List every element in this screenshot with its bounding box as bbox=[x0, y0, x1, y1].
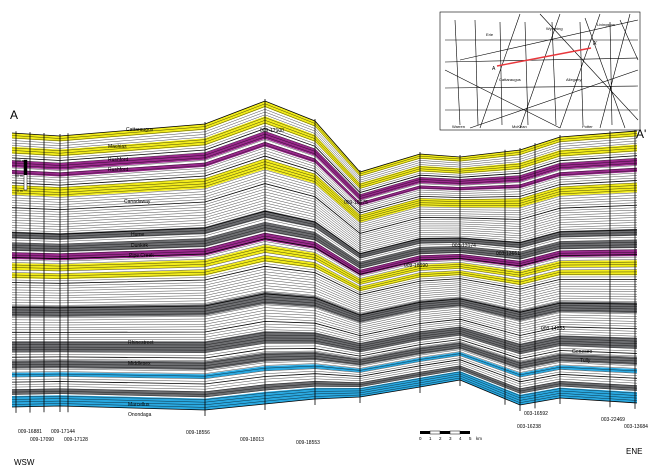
stratum-band bbox=[12, 131, 637, 201]
well-label: 003-13651 bbox=[496, 251, 520, 257]
direction-west-label: WSW bbox=[14, 458, 35, 467]
well-labels: 009-16881 009-17090 009-17144 009-17128 … bbox=[18, 128, 648, 446]
scale-tick: 3 bbox=[449, 436, 452, 441]
map-line bbox=[519, 13, 561, 129]
map-line bbox=[474, 19, 479, 126]
map-line bbox=[444, 85, 639, 89]
stratum-band bbox=[12, 101, 637, 177]
label-tully: Tully bbox=[580, 358, 591, 364]
section-line bbox=[496, 47, 592, 67]
map-label-allegany: Allegany bbox=[566, 77, 581, 82]
well-label: 009-18553 bbox=[296, 440, 320, 446]
vscale-bottom: 0 m bbox=[17, 189, 23, 193]
scale-tick: 1 bbox=[429, 436, 432, 441]
map-line bbox=[479, 13, 521, 129]
stratum-band bbox=[12, 232, 637, 276]
scale-tick: 4 bbox=[459, 436, 462, 441]
direction-east-label: ENE bbox=[626, 447, 642, 456]
scale-tick: 0 bbox=[419, 436, 422, 441]
stratum-band bbox=[12, 365, 637, 398]
stratum-band bbox=[12, 116, 637, 189]
map-line bbox=[499, 21, 503, 126]
well-label: 009-16881 bbox=[18, 429, 42, 435]
well-label: 009-18690 bbox=[404, 263, 428, 269]
well-label: 003-13684 bbox=[624, 424, 648, 430]
vscale-mid: 50 m bbox=[15, 174, 23, 178]
label-hume: Hume bbox=[131, 232, 145, 238]
label-rhinestreet: Rhinestreet bbox=[128, 340, 154, 346]
map-line bbox=[579, 21, 584, 126]
label-marcellus: Marcellus bbox=[128, 402, 150, 408]
label-rushford-lower: Rushford bbox=[108, 167, 129, 173]
map-line bbox=[599, 13, 631, 129]
scale-bar: 0 1 2 3 4 5 km bbox=[419, 430, 482, 441]
well-logs bbox=[15, 99, 636, 416]
vertical-scale: 100 m 50 m 0 m bbox=[15, 159, 28, 193]
well-label: 009-17144 bbox=[51, 429, 75, 435]
stratum-band bbox=[12, 352, 637, 379]
map-label-warren: Warren bbox=[452, 124, 465, 129]
well-label: 009-17100 bbox=[260, 128, 284, 134]
well-label: 003-22469 bbox=[601, 417, 625, 423]
well-label: 009-18013 bbox=[240, 437, 264, 443]
label-cattaraugus: Cattaraugus bbox=[126, 127, 154, 133]
horizon-labels: Cattaraugus Machias Rushford Rushford Ca… bbox=[108, 127, 593, 418]
well-label: 003-16238 bbox=[517, 424, 541, 430]
stratum-band bbox=[12, 210, 637, 259]
map-line bbox=[444, 57, 639, 63]
label-dunkirk: Dunkirk bbox=[131, 243, 148, 249]
map-line bbox=[584, 17, 626, 129]
stratum-band bbox=[12, 291, 637, 323]
well-label: 009-18556 bbox=[186, 430, 210, 436]
stratum-band bbox=[12, 342, 637, 370]
scale-tick: 5 bbox=[469, 436, 472, 441]
section-end-label: A' bbox=[636, 127, 646, 141]
well-label: 003-13174 bbox=[452, 243, 476, 249]
map-line bbox=[469, 69, 639, 129]
map-line bbox=[609, 21, 613, 126]
stratum-band bbox=[12, 222, 637, 269]
vscale-top: 100 m bbox=[15, 159, 25, 163]
label-rushford-upper: Rushford bbox=[108, 157, 129, 163]
map-label-mckean: McKean bbox=[512, 124, 527, 129]
stratum-band bbox=[12, 371, 637, 410]
map-line bbox=[444, 69, 561, 129]
map-label-a-prime: A' bbox=[593, 41, 597, 47]
label-onondaga: Onondaga bbox=[128, 412, 152, 418]
label-machias: Machias bbox=[108, 144, 127, 150]
stratum-band bbox=[12, 255, 637, 292]
map-line bbox=[559, 13, 601, 129]
label-geneseo: Geneseo bbox=[572, 349, 593, 355]
scale-unit: km bbox=[476, 436, 482, 441]
map-label-erie: Erie bbox=[486, 32, 494, 37]
stratum-band bbox=[12, 158, 637, 223]
well-label: 003-16592 bbox=[524, 411, 548, 417]
well-label: 009-17090 bbox=[30, 437, 54, 443]
map-line bbox=[459, 19, 639, 61]
map-label-wyoming: Wyoming bbox=[546, 26, 563, 31]
map-line bbox=[619, 19, 639, 61]
well-label: 003-14253 bbox=[541, 326, 565, 332]
map-label-potter: Potter bbox=[582, 124, 593, 129]
scale-tick: 2 bbox=[439, 436, 442, 441]
map-label-a: A bbox=[492, 66, 496, 72]
label-middlesex: Middlesex bbox=[128, 361, 151, 367]
well-label: 009-16675 bbox=[344, 200, 368, 206]
inset-map: Erie Wyoming Livingston Cattaraugus Alle… bbox=[439, 11, 641, 131]
map-label-cattaraugus: Cattaraugus bbox=[499, 77, 521, 82]
map-line bbox=[539, 13, 639, 121]
label-pipe-creek: Pipe Creek bbox=[129, 253, 154, 259]
map-line bbox=[454, 19, 461, 126]
map-label-livingston: Livingston bbox=[597, 22, 615, 27]
well-label: 009-17128 bbox=[64, 437, 88, 443]
section-start-label: A bbox=[10, 108, 18, 122]
stratum-band bbox=[12, 244, 637, 285]
label-canadaway: Canadaway bbox=[124, 199, 151, 205]
